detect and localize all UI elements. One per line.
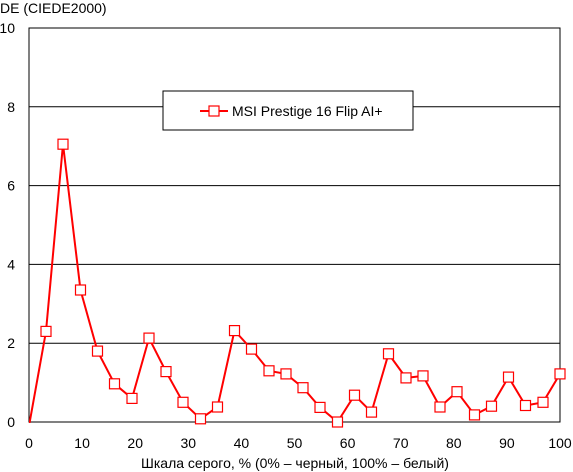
x-tick-label: 20 [127,435,143,451]
gridlines [29,106,560,344]
x-axis-label: Шкала серого, % (0% – черный, 100% – бел… [141,455,449,471]
data-point [485,400,498,412]
data-point [314,401,326,413]
y-tick-label: 4 [7,256,15,272]
y-tick-label: 2 [7,335,15,351]
x-tick-label: 90 [499,435,515,451]
data-point [263,365,275,377]
data-point [297,382,309,394]
x-tick-label: 60 [340,435,356,451]
x-tick-label: 0 [25,435,33,451]
data-point [177,396,189,408]
x-tick-labels: 0 10 20 30 40 50 60 70 80 90 100 [25,435,572,451]
data-point [108,378,121,390]
y-axis-label: DE (CIEDE2000) [0,0,107,16]
x-tick-label: 80 [446,435,462,451]
x-tick-label: 40 [234,435,250,451]
y-tick-label: 10 [0,20,15,36]
data-point [57,138,69,150]
series-group [29,138,566,428]
data-point [502,371,515,383]
data-point [143,332,155,344]
data-point [537,396,549,408]
y-tick-labels: 0 2 4 6 8 10 [0,20,15,430]
plot-area [28,27,561,423]
data-point [451,386,463,398]
legend-label: MSI Prestige 16 Flip AI+ [232,103,383,119]
data-point [554,368,566,380]
data-point [348,389,361,401]
x-tick-label: 70 [393,435,409,451]
x-tick-label: 30 [181,435,197,451]
data-point [40,325,52,337]
data-point [126,392,138,404]
y-tick-label: 8 [7,99,15,115]
series-line [29,144,560,423]
data-point [194,413,207,425]
y-tick-label: 0 [7,414,15,430]
data-point [160,366,172,378]
data-point [245,343,258,355]
data-point [331,416,344,428]
y-tick-label: 6 [7,178,15,194]
x-tick-label: 10 [74,435,90,451]
x-tick-label: 100 [548,435,572,451]
data-point [74,284,87,296]
data-point [280,368,292,380]
data-point [91,345,104,357]
data-point [228,325,241,337]
data-point [365,406,378,418]
data-point [382,348,395,360]
legend: MSI Prestige 16 Flip AI+ [162,90,414,131]
data-point [211,401,224,413]
data-point [468,409,481,421]
data-point [519,399,532,412]
data-point [417,370,429,382]
data-point [434,401,446,413]
data-point [400,372,412,384]
x-tick-label: 50 [287,435,303,451]
legend-marker [208,105,220,117]
